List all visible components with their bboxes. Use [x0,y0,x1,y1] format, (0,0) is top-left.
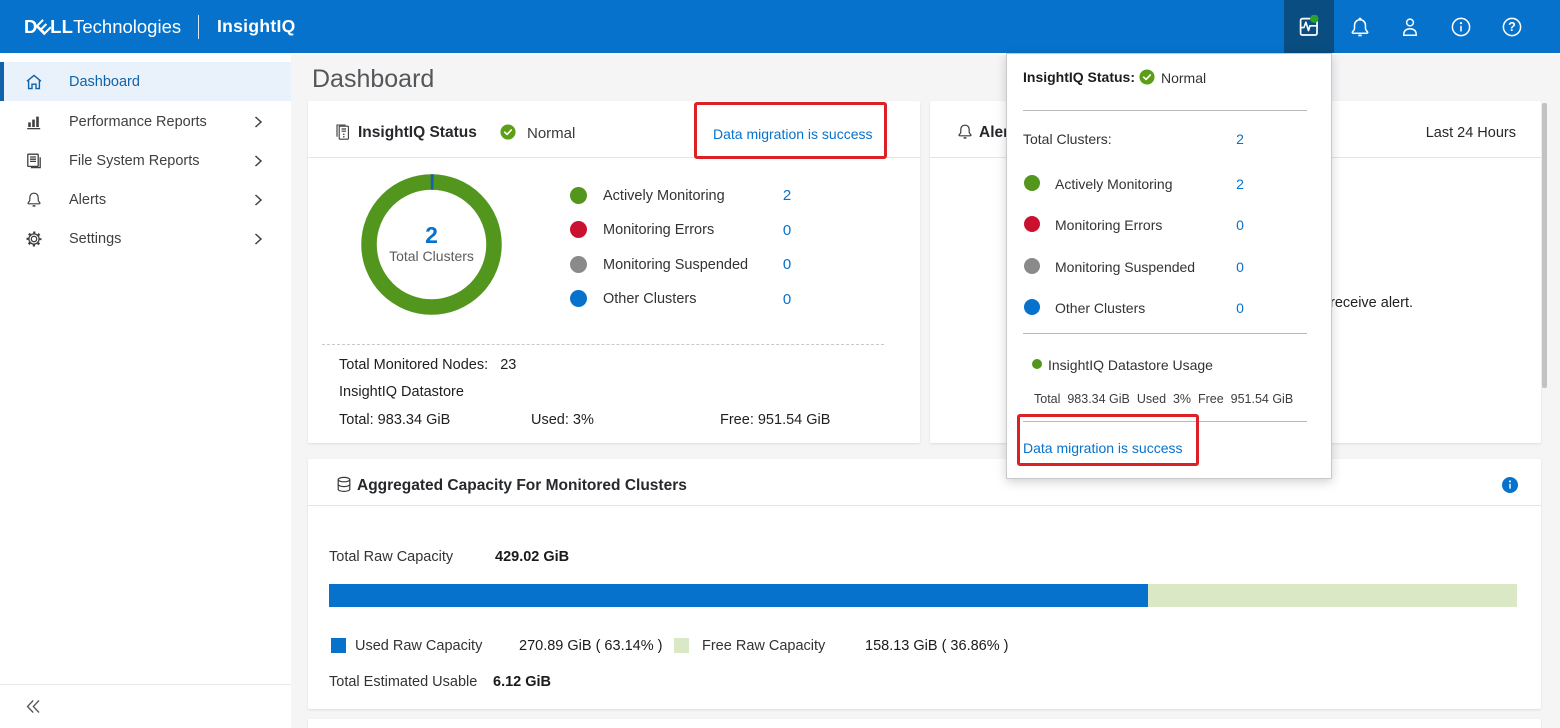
svg-text:?: ? [1508,20,1516,34]
